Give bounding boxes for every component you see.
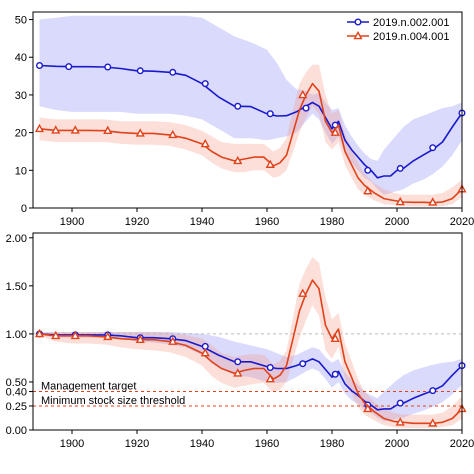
series-marker-2 [265, 374, 275, 383]
series-marker-2 [34, 328, 45, 338]
x-tick-label: 1920 [125, 216, 149, 228]
series-marker-1 [234, 102, 242, 110]
series-marker-2 [200, 138, 210, 148]
series-marker-1 [65, 63, 73, 71]
series-marker-1 [36, 62, 44, 70]
confidence-band-series-2 [39, 257, 462, 429]
series-marker-2 [395, 417, 405, 426]
series-marker-1 [266, 364, 274, 372]
series-marker-1 [299, 360, 307, 368]
x-tick-label: 2020 [450, 438, 474, 450]
y-tick-label: 1.50 [6, 281, 27, 293]
y-tick-label: 0.25 [6, 401, 27, 413]
series-marker-2 [168, 129, 178, 139]
series-marker-2 [233, 368, 243, 377]
series-marker-1 [302, 104, 310, 112]
series-marker-2 [34, 123, 45, 133]
series-marker-1 [364, 166, 372, 174]
bottom-panel: Management target Minimum stock size thre… [6, 232, 474, 450]
series-marker-2 [233, 155, 243, 165]
y-tick-label: 0.00 [6, 425, 27, 437]
series-marker-2 [298, 288, 308, 297]
plot-frame [32, 11, 463, 209]
series-marker-1 [429, 144, 437, 152]
series-marker-1 [104, 63, 112, 71]
legend-label-1: 2019.n.002.001 [373, 17, 449, 29]
x-tick-label: 1960 [255, 216, 279, 228]
series-marker-2 [395, 196, 405, 206]
series-marker-1 [136, 67, 144, 75]
x-tick-label: 1940 [190, 438, 214, 450]
series-marker-2 [135, 334, 145, 343]
y-tick-label: 0.50 [6, 377, 27, 389]
confidence-band-series-1 [39, 15, 462, 195]
y-tick-label: 20 [15, 128, 27, 140]
legend-marker-1 [354, 18, 362, 26]
series-marker-2 [265, 159, 275, 168]
series-marker-1 [266, 110, 274, 118]
series-marker-1 [169, 68, 177, 76]
x-tick-label: 1900 [60, 216, 84, 228]
x-tick-label: 2020 [450, 216, 474, 228]
x-tick-label: 1980 [320, 438, 344, 450]
y-tick-label: 0 [21, 203, 27, 215]
y-tick-label: 1.00 [6, 329, 27, 341]
series-line-2 [39, 82, 463, 204]
x-tick-label: 1980 [320, 216, 344, 228]
reference-line-label: Management target [41, 381, 136, 393]
x-tick-label: 2000 [385, 216, 409, 228]
y-tick-label: 10 [15, 165, 27, 177]
series-line-2 [39, 279, 463, 425]
x-tick-label: 1900 [60, 438, 84, 450]
series-marker-2 [363, 185, 373, 195]
series-marker-2 [51, 330, 61, 340]
y-tick-label: 40 [15, 52, 27, 64]
y-tick-label: 0.40 [6, 387, 27, 399]
reference-line-label: Minimum stock size threshold [41, 395, 185, 407]
series-marker-2 [135, 128, 145, 137]
series-marker-2 [428, 418, 438, 427]
series-marker-2 [70, 330, 80, 340]
series-marker-2 [428, 197, 438, 206]
series-marker-2 [168, 336, 178, 345]
plot-frame [32, 232, 463, 431]
series-marker-1 [234, 358, 242, 366]
series-marker-1 [331, 370, 339, 378]
series-marker-2 [330, 127, 340, 136]
series-marker-2 [51, 125, 61, 134]
series-marker-2 [200, 348, 210, 357]
legend-label-2: 2019.n.004.001 [373, 31, 449, 43]
y-tick-label: 50 [15, 15, 27, 27]
series-marker-2 [70, 125, 80, 134]
series-marker-1 [396, 399, 404, 407]
legend-marker-2 [353, 30, 363, 40]
series-marker-1 [429, 387, 437, 395]
y-tick-label: 30 [15, 90, 27, 102]
x-tick-label: 2000 [385, 438, 409, 450]
series-marker-2 [103, 125, 113, 135]
x-tick-label: 1920 [125, 438, 149, 450]
series-marker-2 [103, 331, 113, 341]
x-tick-label: 1960 [255, 438, 279, 450]
series-marker-1 [396, 164, 404, 172]
top-panel: 1900 1920 1940 1960 1980 2000 2020 0 10 20 30 40 50 2… [15, 11, 474, 228]
series-marker-2 [298, 89, 308, 99]
series-marker-1 [201, 80, 209, 88]
series-marker-2 [330, 333, 340, 343]
confidence-band-series-2 [39, 64, 462, 207]
x-tick-label: 1940 [190, 216, 214, 228]
series-marker-2 [363, 403, 373, 413]
y-tick-label: 2.00 [6, 233, 27, 245]
confidence-band-series-1 [39, 332, 462, 422]
